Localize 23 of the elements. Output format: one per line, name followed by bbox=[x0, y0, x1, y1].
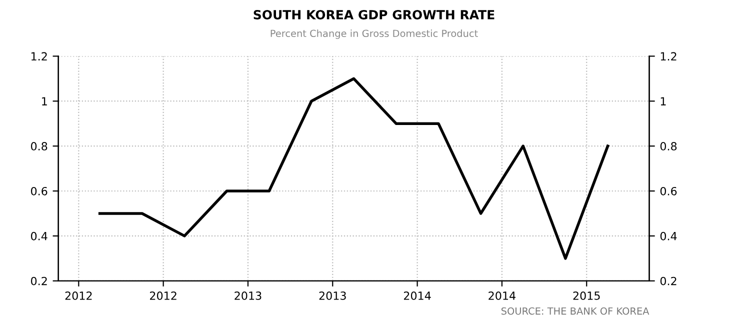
x-tick-label: 2012 bbox=[65, 291, 92, 300]
y-tick-label: 1 bbox=[42, 97, 47, 106]
line-series bbox=[98, 77, 610, 260]
x-tick-label: 2013 bbox=[234, 291, 262, 300]
y2-tick-label: 1.2 bbox=[660, 52, 676, 60]
x-tick-label: 2013 bbox=[319, 291, 346, 300]
y-tick-label: 0.2 bbox=[30, 276, 47, 286]
y2-tick-label: 0.8 bbox=[660, 142, 677, 150]
y-tick-label: 1.2 bbox=[31, 52, 47, 60]
y-tick-label: 0.6 bbox=[30, 186, 48, 196]
y-tick-label: 0.4 bbox=[30, 232, 48, 240]
x-tick-label: 2012 bbox=[150, 291, 176, 300]
source-note: SOURCE: THE BANK OF KOREA bbox=[501, 307, 650, 315]
y2-tick-label: 1 bbox=[660, 97, 666, 106]
chart-subtitle: Percent Change in Gross Domestic Product bbox=[270, 30, 478, 39]
y2-tick-label: 0.4 bbox=[660, 232, 677, 240]
y-tick-label: 0.8 bbox=[30, 142, 48, 150]
x-tick-label: 2014 bbox=[404, 291, 431, 300]
x-tick-label: 2014 bbox=[488, 291, 516, 300]
x-tick-label: 2015 bbox=[573, 291, 600, 300]
y2-tick-label: 0.2 bbox=[660, 276, 676, 286]
chart-title: SOUTH KOREA GDP GROWTH RATE bbox=[254, 10, 494, 20]
y2-tick-label: 0.6 bbox=[660, 186, 677, 196]
